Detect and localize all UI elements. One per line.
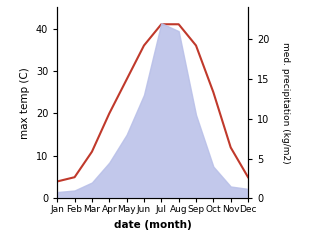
Y-axis label: max temp (C): max temp (C) — [20, 67, 30, 139]
X-axis label: date (month): date (month) — [114, 220, 191, 230]
Y-axis label: med. precipitation (kg/m2): med. precipitation (kg/m2) — [280, 42, 290, 164]
